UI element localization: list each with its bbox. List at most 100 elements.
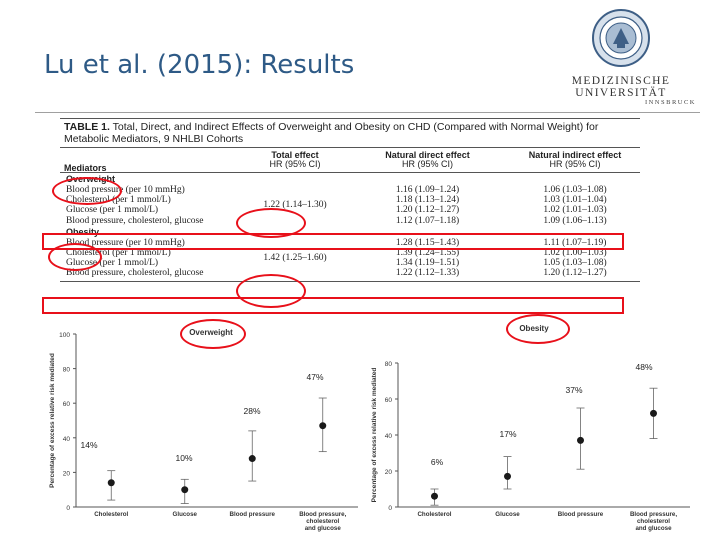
data-point (319, 422, 327, 430)
row-indirect: 1.05 (1.03–1.08) (543, 258, 607, 269)
row-label: Cholesterol (per 1 mmol/L) (66, 195, 171, 206)
table-row: Glucose (per 1 mmol/L) 1.22 (1.14–1.30) 1.… (60, 200, 640, 216)
y-axis-label: Percentage of excess relative risk media… (371, 368, 378, 503)
x-tick-label: Cholesterol (94, 511, 128, 518)
x-tick-label: Blood pressure (230, 511, 276, 518)
y-tick-label: 60 (385, 397, 393, 404)
total-effect-overweight: 1.22 (1.14–1.30) (263, 200, 327, 211)
results-table: TABLE 1. Total, Direct, and Indirect Eff… (60, 118, 640, 282)
highlight-oval-chart-obesity (506, 314, 570, 344)
table-row: Glucose (per 1 mmol/L) 1.42 (1.25–1.60) 1.… (60, 253, 640, 269)
row-label: Blood pressure (per 10 mmHg) (66, 237, 185, 248)
row-direct: 1.22 (1.12–1.33) (395, 268, 460, 279)
x-tick-label: Glucose (173, 511, 198, 518)
data-label: 10% (175, 453, 192, 463)
highlight-oval-total-obesity (236, 274, 306, 308)
row-label: Glucose (per 1 mmol/L) (66, 205, 159, 216)
row-indirect: 1.02 (1.01–1.03) (543, 205, 607, 216)
row-label: Cholesterol (per 1 mmol/L) (66, 248, 171, 259)
y-tick-label: 40 (385, 433, 393, 440)
data-point (181, 486, 189, 494)
slide-title: Lu et al. (2015): Results (44, 50, 355, 80)
data-point (248, 455, 256, 463)
highlight-box-obesity-combined (42, 297, 624, 314)
table-row: Blood pressure, cholesterol, glucose 1.12… (60, 216, 640, 226)
x-tick-label: Glucose (495, 511, 520, 518)
row-direct: 1.16 (1.09–1.24) (395, 185, 460, 196)
university-logo: MEDIZINISCHE UNIVERSITÄT INNSBRUCK (536, 8, 706, 108)
data-point (577, 436, 584, 444)
header-direct: Natural direct effect (385, 150, 470, 160)
table-row: Blood pressure (per 10 mmHg) 1.28 (1.15–1… (60, 238, 640, 248)
table-top-rule (60, 118, 640, 119)
header-indirect-sub: HR (95% CI) (549, 159, 601, 169)
y-tick-label: 0 (388, 505, 392, 512)
effects-table: Mediators Total effect Natural direct ef… (60, 148, 640, 282)
table-row: Blood pressure, cholesterol, glucose 1.22… (60, 268, 640, 278)
data-point (107, 479, 115, 487)
x-tick-label: and glucose (305, 525, 342, 532)
x-tick-label: Blood pressure, (299, 511, 346, 518)
y-tick-label: 20 (63, 470, 71, 477)
chart-overweight: 0 20 40 60 80 100 Percentage of excess relativ… (49, 328, 358, 532)
row-indirect: 1.03 (1.01–1.04) (543, 195, 607, 206)
data-point (504, 472, 511, 480)
row-direct: 1.28 (1.15–1.43) (395, 237, 460, 248)
header-direct-sub: HR (95% CI) (401, 159, 453, 169)
logo-text-line1: MEDIZINISCHE UNIVERSITÄT (571, 75, 671, 99)
row-indirect: 1.20 (1.12–1.27) (543, 268, 607, 279)
logo-text-line2: INNSBRUCK (644, 99, 696, 106)
x-tick-label: Blood pressure, (630, 511, 677, 518)
y-tick-label: 80 (63, 367, 71, 374)
chart-obesity: 0 20 40 60 80 Percentage of excess relative r… (371, 324, 690, 532)
highlight-oval-chart-overweight (180, 319, 246, 349)
highlight-box-overweight-combined (42, 233, 624, 250)
data-label: 14% (80, 440, 97, 450)
title-divider (35, 112, 700, 113)
row-direct: 1.18 (1.13–1.24) (395, 195, 460, 206)
table-row: Blood pressure (per 10 mmHg) 1.16 (1.09–1… (60, 185, 640, 195)
data-label: 48% (635, 362, 652, 372)
data-label: 37% (565, 385, 582, 395)
row-direct: 1.39 (1.24–1.55) (395, 248, 460, 259)
header-indirect: Natural indirect effect (528, 150, 622, 160)
y-tick-label: 80 (385, 361, 393, 368)
header-total: Total effect (271, 150, 319, 160)
y-tick-label: 0 (66, 505, 70, 512)
y-tick-label: 20 (385, 469, 393, 476)
row-label: Glucose (per 1 mmol/L) (66, 258, 159, 269)
x-tick-label: cholesterol (306, 518, 339, 525)
table-caption-text: Total, Direct, and Indirect Effects of O… (64, 121, 599, 145)
row-direct: 1.34 (1.19–1.51) (395, 258, 460, 269)
x-tick-label: and glucose (635, 525, 672, 532)
table-caption: TABLE 1. Total, Direct, and Indirect Eff… (60, 121, 640, 145)
y-tick-label: 100 (59, 332, 70, 339)
y-tick-label: 60 (63, 401, 71, 408)
x-tick-label: Cholesterol (417, 511, 451, 518)
group-row-obesity: Obesity (60, 226, 640, 238)
total-effect-obesity: 1.42 (1.25–1.60) (263, 253, 327, 264)
highlight-oval-overweight (52, 177, 122, 205)
highlight-oval-obesity (48, 243, 102, 271)
y-tick-label: 40 (63, 436, 71, 443)
row-label: Blood pressure, cholesterol, glucose (66, 268, 204, 279)
table-caption-label: TABLE 1. (64, 121, 110, 133)
row-label: Blood pressure (per 10 mmHg) (66, 185, 185, 196)
table-row: Cholesterol (per 1 mmol/L) 1.39 (1.24–1.5… (60, 248, 640, 258)
row-direct: 1.12 (1.07–1.18) (395, 215, 460, 226)
header-mediators: Mediators (64, 162, 107, 173)
group-label-obesity: Obesity (66, 226, 100, 237)
highlight-oval-total-overweight (236, 208, 306, 238)
group-row-overweight: Overweight (60, 173, 640, 186)
row-direct: 1.20 (1.12–1.27) (395, 205, 460, 216)
row-indirect: 1.02 (1.00–1.03) (543, 248, 607, 259)
x-tick-label: Blood pressure (558, 511, 604, 518)
row-label: Blood pressure, cholesterol, glucose (66, 215, 204, 226)
row-indirect: 1.06 (1.03–1.08) (543, 185, 607, 196)
data-label: 17% (499, 429, 516, 439)
data-point (431, 492, 438, 500)
data-label: 28% (243, 406, 260, 416)
data-point (650, 409, 657, 417)
table-row: Cholesterol (per 1 mmol/L) 1.18 (1.13–1.2… (60, 195, 640, 205)
x-tick-label: cholesterol (637, 518, 670, 525)
